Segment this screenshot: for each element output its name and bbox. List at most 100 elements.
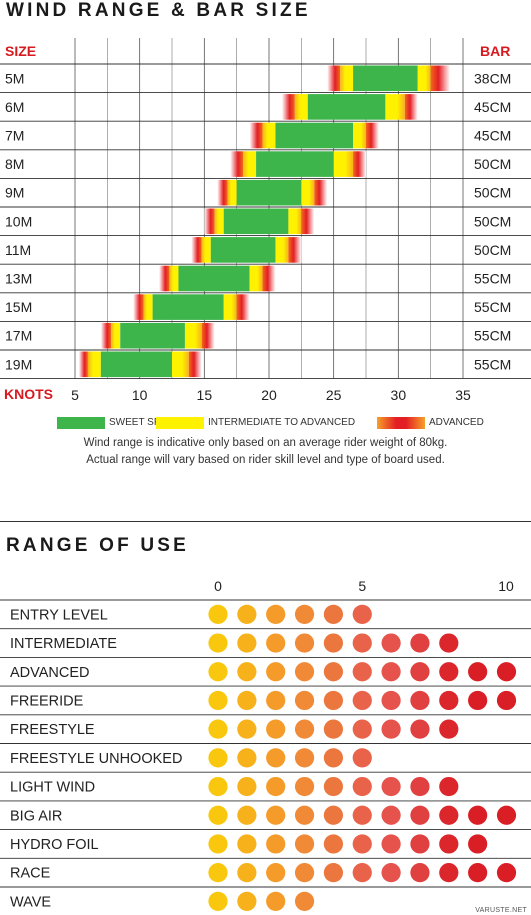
- use-rating-dot: [352, 805, 372, 825]
- wind-sweet-spot-segment: [275, 122, 354, 149]
- wind-bar-label: 50CM: [474, 185, 511, 201]
- use-rating-dot: [352, 690, 372, 711]
- use-rating-dot: [208, 863, 228, 883]
- wind-row: 5M 38CM: [5, 65, 511, 92]
- use-rating-dot: [294, 604, 315, 624]
- use-rating-dot: [352, 748, 372, 768]
- wind-x-tick-label: 15: [197, 387, 213, 403]
- use-rating-dot: [294, 690, 315, 711]
- legend-advanced: ADVANCED: [377, 416, 484, 429]
- use-rating-dot: [496, 863, 517, 883]
- use-rating-dot: [266, 805, 286, 825]
- use-row-label: ENTRY LEVEL: [10, 607, 108, 623]
- use-rating-dot: [468, 834, 488, 854]
- use-rating-dot: [294, 776, 315, 797]
- use-rating-dot: [352, 834, 372, 854]
- use-rating-dot: [294, 834, 315, 854]
- wind-intermediate-low-segment: [243, 151, 257, 177]
- use-rating-dot: [410, 633, 430, 653]
- use-rating-dot: [323, 748, 343, 768]
- use-rating-dot: [294, 863, 315, 883]
- use-row: HYDRO FOIL: [10, 834, 488, 854]
- wind-bar-label: 55CM: [474, 356, 511, 372]
- wind-advanced-low-segment: [159, 265, 170, 292]
- use-rating-dot: [237, 662, 257, 682]
- use-rating-dot: [294, 633, 315, 653]
- use-rating-dot: [381, 776, 401, 797]
- watermark: VARUSTE.NET: [475, 907, 527, 914]
- use-rating-dot: [208, 690, 228, 711]
- use-row-label: BIG AIR: [10, 808, 62, 824]
- wind-intermediate-low-segment: [143, 294, 153, 320]
- legend-intermediate-label: INTERMEDIATE TO ADVANCED: [208, 417, 356, 428]
- use-rating-dot: [208, 776, 228, 797]
- use-row: ADVANCED: [10, 662, 517, 682]
- legend-advanced-label: ADVANCED: [429, 417, 484, 428]
- wind-row: 13M 55CM: [5, 265, 511, 292]
- use-row-label: FREERIDE: [10, 693, 84, 709]
- wind-bar-label: 45CM: [474, 99, 511, 115]
- use-rating-dot: [266, 690, 286, 711]
- use-rating-dot: [323, 604, 343, 624]
- wind-intermediate-high-segment: [353, 122, 366, 149]
- wind-sweet-spot-segment: [307, 94, 386, 120]
- use-rating-dot: [323, 834, 343, 854]
- use-row-label: ADVANCED: [10, 665, 90, 681]
- use-rating-dot: [381, 662, 401, 682]
- wind-intermediate-low-segment: [294, 94, 308, 120]
- wind-row: 10M 50CM: [5, 208, 511, 235]
- use-row: FREESTYLE UNHOOKED: [10, 748, 372, 768]
- wind-sweet-spot-segment: [223, 208, 289, 235]
- use-rating-dot: [352, 719, 372, 739]
- wind-size-label: 8M: [5, 156, 24, 172]
- use-rating-dot: [237, 805, 257, 825]
- use-rating-dot: [266, 891, 286, 911]
- wind-note-line-2: Actual range will vary based on rider sk…: [86, 454, 445, 466]
- wind-bar-label: 45CM: [474, 128, 511, 144]
- wind-row: 19M 55CM: [5, 351, 511, 378]
- wind-advanced-high-segment: [314, 179, 328, 206]
- wind-advanced-low-segment: [281, 94, 295, 120]
- use-row-label: HYDRO FOIL: [10, 837, 99, 853]
- use-rating-dot: [352, 604, 372, 624]
- use-rating-dot: [439, 834, 459, 854]
- use-rating-dot: [439, 690, 459, 711]
- wind-advanced-low-segment: [327, 65, 341, 92]
- wind-bar-label: 55CM: [474, 328, 511, 344]
- use-rating-dot: [294, 805, 315, 825]
- wind-sweet-spot-segment: [152, 294, 224, 320]
- wind-advanced-low-segment: [204, 208, 215, 235]
- knots-axis-label: KNOTS: [4, 386, 53, 402]
- wind-bar-label: 50CM: [474, 242, 511, 258]
- use-rating-dot: [410, 662, 430, 682]
- use-row-label: FREESTYLE: [10, 722, 95, 738]
- use-scale-label: 10: [498, 578, 514, 594]
- use-rating-dot: [208, 834, 228, 854]
- wind-size-label: 5M: [5, 70, 24, 86]
- wind-advanced-high-segment: [353, 151, 366, 177]
- wind-size-label: 11M: [5, 242, 31, 258]
- wind-bar-label: 55CM: [474, 299, 511, 315]
- wind-intermediate-high-segment: [301, 179, 315, 206]
- wind-row: 9M 50CM: [5, 179, 511, 206]
- use-row: INTERMEDIATE: [10, 633, 459, 653]
- use-row-label: FREESTYLE UNHOOKED: [10, 751, 182, 767]
- wind-row: 15M 55CM: [5, 294, 511, 320]
- wind-size-label: 7M: [5, 128, 24, 144]
- use-rating-dot: [208, 604, 228, 624]
- wind-size-label: 19M: [5, 356, 32, 372]
- use-rating-dot: [439, 805, 459, 825]
- use-row-label: INTERMEDIATE: [10, 636, 117, 652]
- use-rating-dot: [381, 633, 401, 653]
- use-rating-dot: [381, 834, 401, 854]
- use-rating-dot: [323, 690, 343, 711]
- wind-x-tick-label: 35: [455, 387, 471, 403]
- wind-x-tick-label: 5: [71, 387, 79, 403]
- wind-intermediate-high-segment: [417, 65, 431, 92]
- wind-intermediate-high-segment: [223, 294, 237, 320]
- use-rating-dot: [294, 719, 315, 739]
- wind-sweet-spot-segment: [210, 237, 276, 263]
- wind-advanced-high-segment: [288, 237, 302, 263]
- wind-intermediate-high-segment: [385, 94, 405, 120]
- wind-row: 17M 55CM: [5, 322, 511, 349]
